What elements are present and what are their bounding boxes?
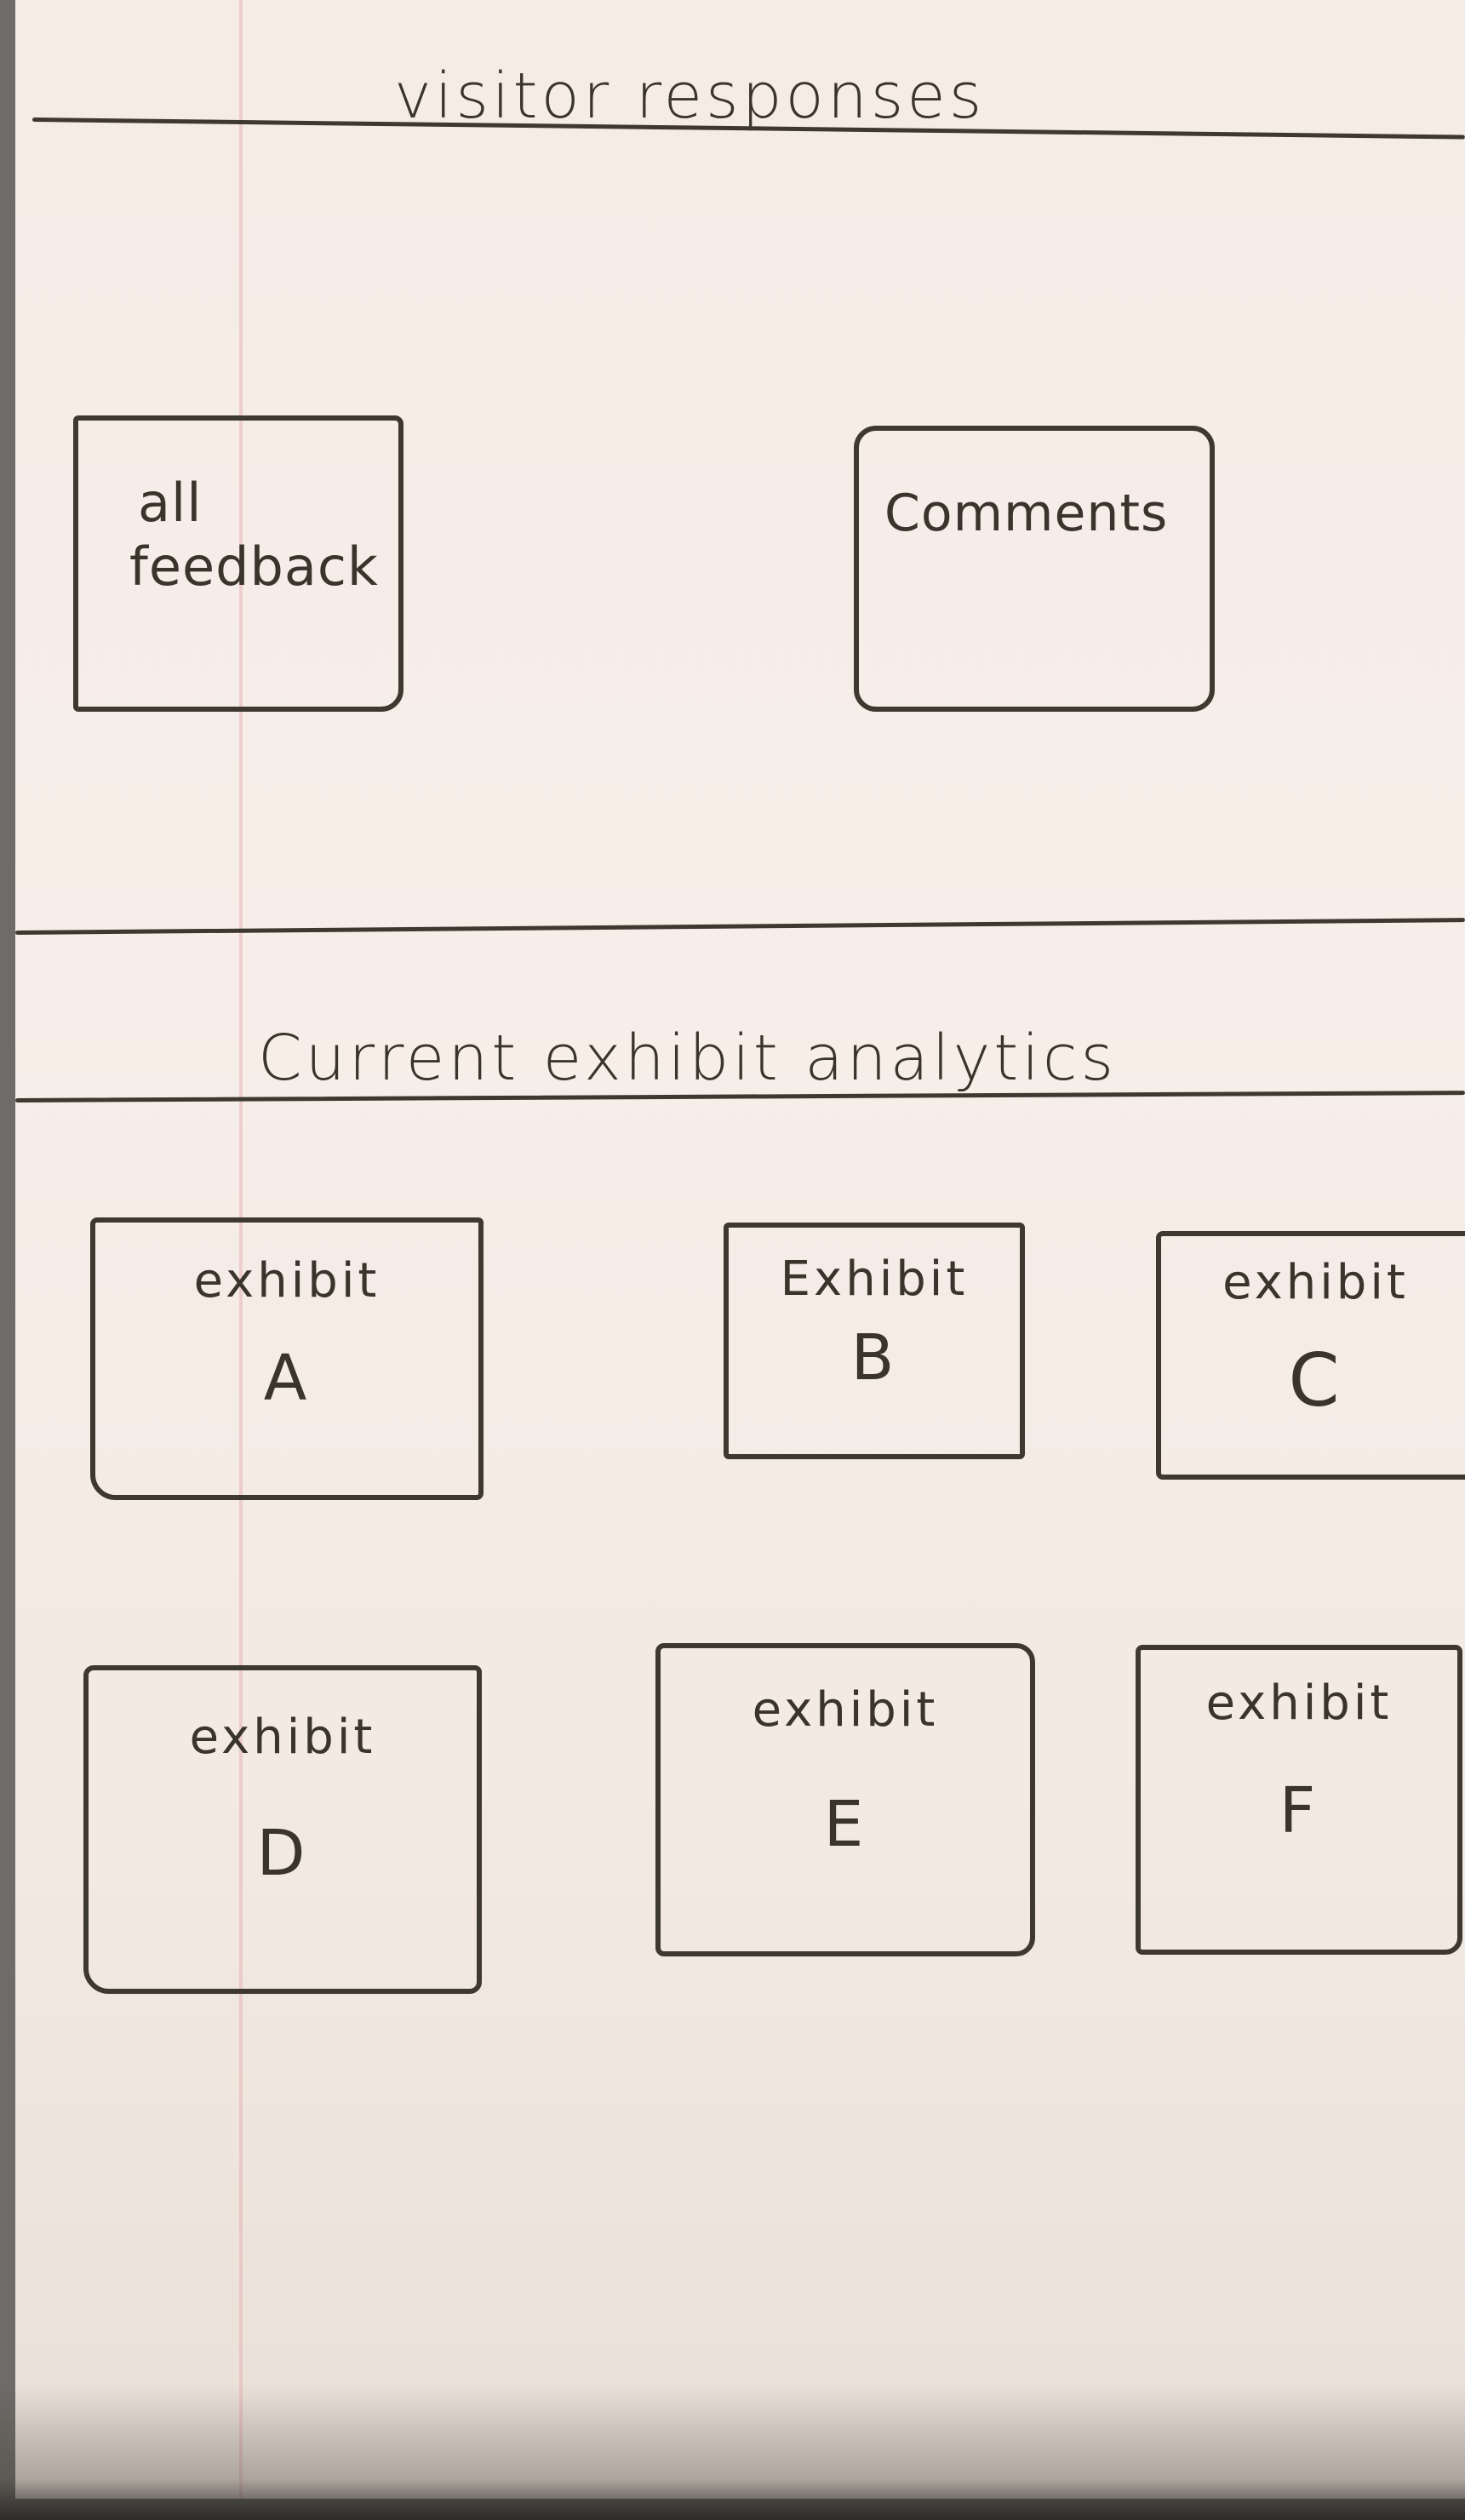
- exhibit-f-word: exhibit: [1205, 1675, 1393, 1731]
- exhibit-d-word: exhibit: [189, 1710, 376, 1765]
- exhibit-b-letter: B: [850, 1321, 898, 1395]
- comments-button[interactable]: Comments: [854, 426, 1215, 712]
- exhibit-b-card[interactable]: Exhibit B: [724, 1223, 1025, 1459]
- exhibit-d-card[interactable]: exhibit D: [83, 1665, 482, 1994]
- exhibit-a-letter: A: [263, 1342, 311, 1415]
- exhibit-a-word: exhibit: [193, 1253, 381, 1309]
- exhibit-c-word: exhibit: [1222, 1255, 1409, 1310]
- all-feedback-label-line1: all: [138, 472, 203, 534]
- exhibit-e-letter: E: [823, 1788, 867, 1861]
- all-feedback-label-line2: feedback: [129, 536, 379, 598]
- section-divider: [15, 918, 1465, 935]
- exhibit-f-letter: F: [1279, 1774, 1319, 1847]
- margin-line: [239, 0, 243, 2499]
- paper-sheet: visitor responses all feedback Comments …: [15, 0, 1465, 2499]
- photo-shadow: [0, 2384, 1465, 2520]
- exhibit-f-card[interactable]: exhibit F: [1136, 1645, 1462, 1955]
- exhibit-b-word: Exhibit: [780, 1251, 969, 1307]
- section-title-exhibit-analytics: Current exhibit analytics: [258, 1022, 1118, 1095]
- exhibit-c-letter: C: [1288, 1338, 1343, 1423]
- all-feedback-button[interactable]: all feedback: [73, 415, 403, 712]
- exhibit-a-card[interactable]: exhibit A: [90, 1217, 484, 1500]
- exhibit-e-word: exhibit: [752, 1682, 939, 1738]
- exhibit-c-card[interactable]: exhibit C: [1156, 1231, 1465, 1480]
- section-title-visitor-responses: visitor responses: [394, 60, 986, 133]
- comments-label: Comments: [884, 484, 1169, 543]
- exhibit-d-letter: D: [256, 1817, 309, 1890]
- exhibit-e-card[interactable]: exhibit E: [655, 1643, 1035, 1956]
